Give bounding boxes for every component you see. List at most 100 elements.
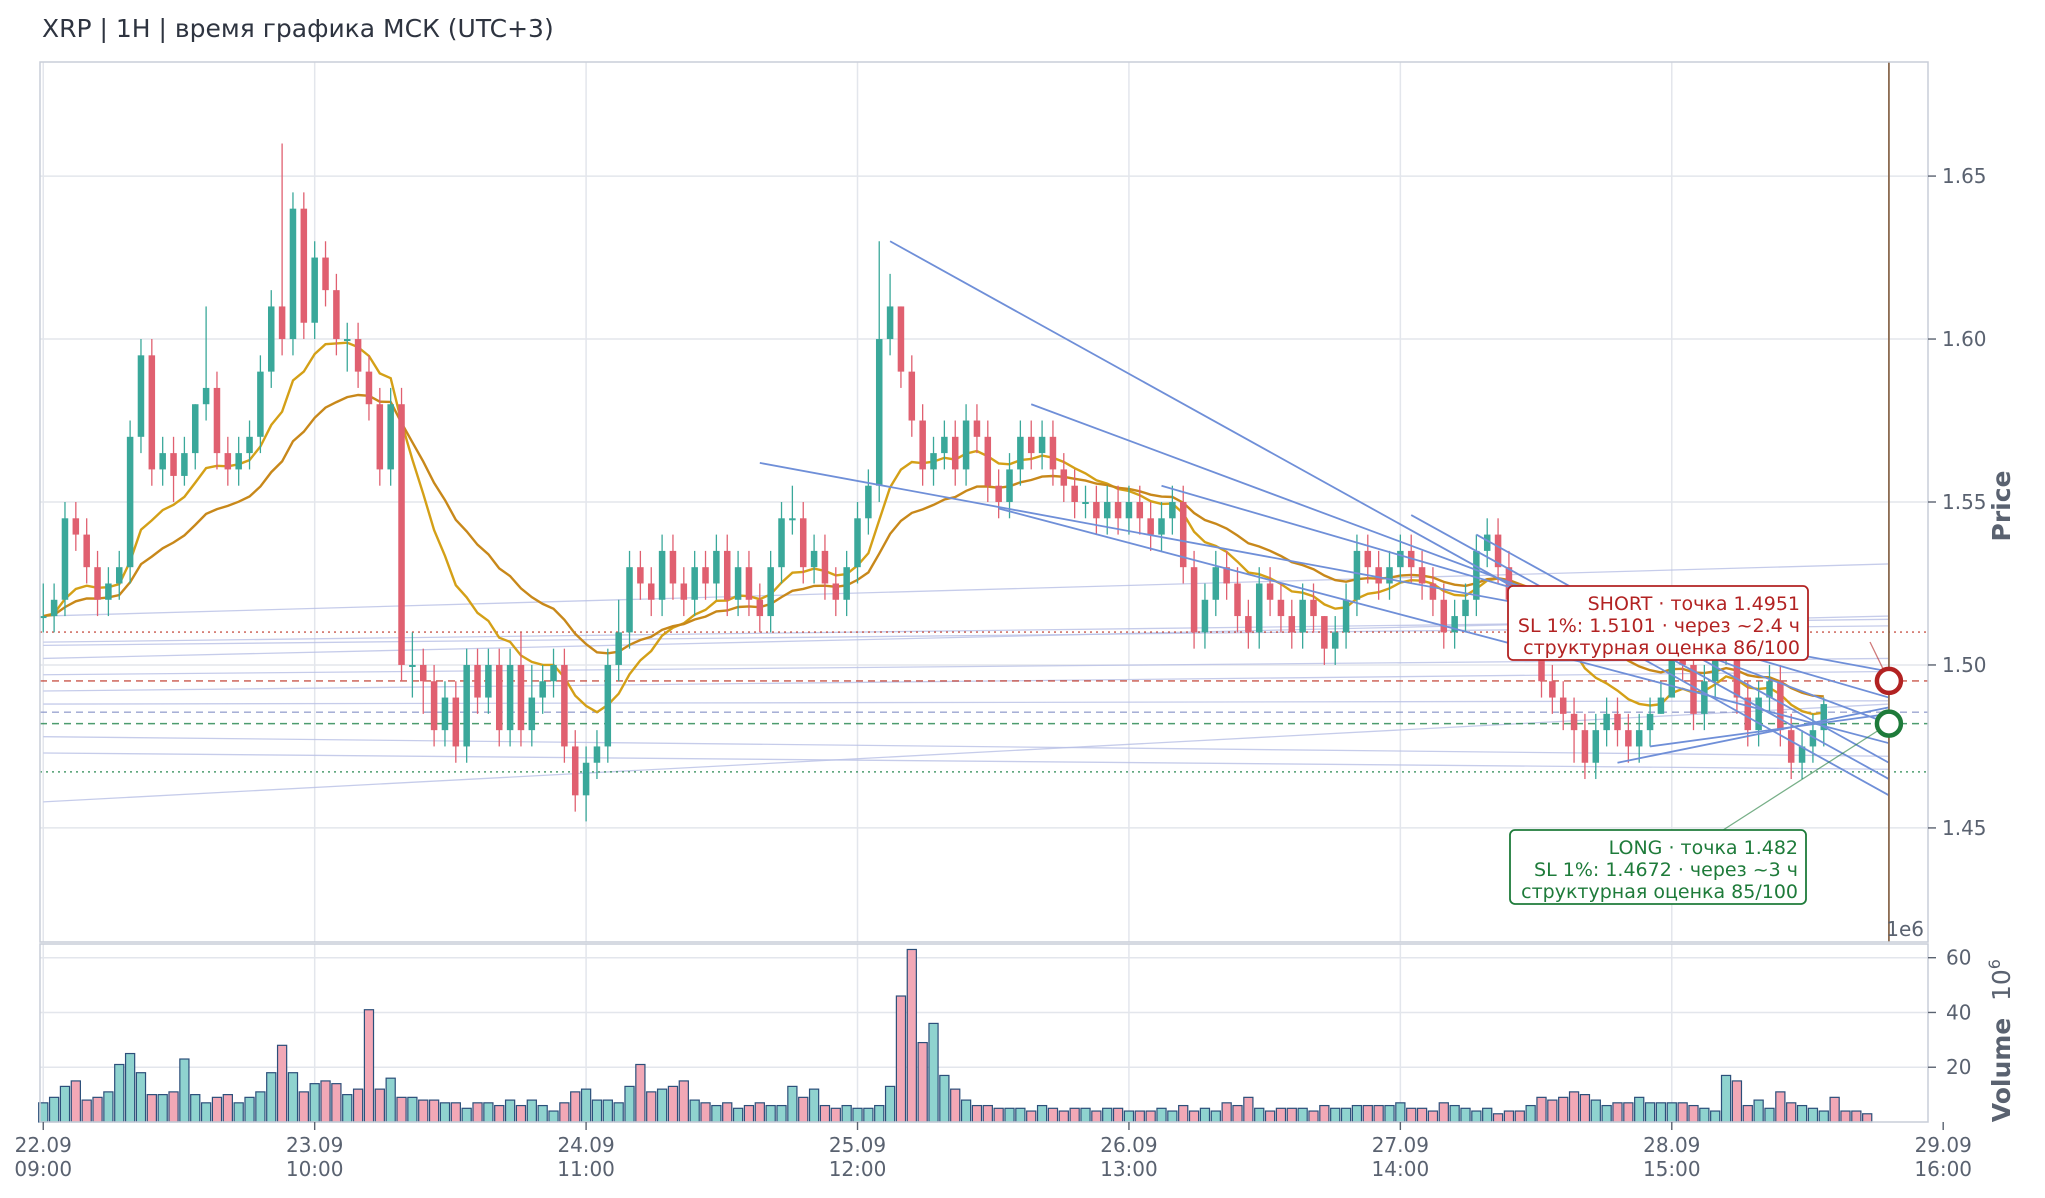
candle-body [734,567,742,600]
candle-body [1321,616,1328,649]
candle-body [235,453,242,470]
volume-bar [450,1102,461,1123]
volume-bar [1764,1107,1775,1123]
candle-body [1342,599,1350,633]
candle-body [1711,648,1719,682]
candle-body [669,550,677,584]
candle-body [419,664,427,682]
candle-body [181,453,188,476]
candles [40,143,1828,822]
volume-bar [418,1099,429,1123]
candle-body [202,387,210,405]
volume-bar [407,1096,418,1123]
candle-body [387,404,394,470]
volume-bar [917,1041,928,1123]
volume-bar [1612,1102,1623,1123]
candle-body [506,664,514,731]
volume-bar [1134,1110,1145,1123]
volume-bar [1351,1104,1363,1123]
volume-bar [613,1102,624,1123]
volume-tick-label: 60 [1946,946,1971,970]
candle-body [908,371,916,421]
candle-body [1093,502,1100,519]
volume-bar [461,1107,472,1123]
candle-body [170,453,177,476]
volume-bar [1091,1110,1102,1123]
volume-bar [1666,1102,1677,1123]
volume-bar [1112,1107,1124,1123]
candle-body [723,550,731,600]
candle-body [897,306,905,372]
volume-bar [1818,1110,1829,1123]
volume-bar [1568,1091,1580,1123]
candle-body [50,599,58,617]
candle-body [463,664,470,747]
grid [40,62,1928,1122]
volume-bar [1503,1110,1515,1123]
candle-body [615,632,622,665]
candle-body [105,583,112,600]
candle-body [1103,502,1111,519]
volume-bar [787,1085,798,1123]
candle-body [1060,469,1068,486]
volume-bar [1677,1102,1688,1123]
long-signal-line-2: SL 1%: 1.4672 · через ~3 ч [1534,859,1798,881]
candle-body [365,371,373,405]
candle-body [1386,567,1393,584]
volume-bar [1851,1110,1862,1123]
candle-body [1169,502,1176,519]
volume-bar [1297,1107,1308,1123]
candle-body [1375,567,1382,584]
volume-bar [1330,1107,1341,1123]
volume-bar [1384,1104,1395,1123]
long-entry-marker [1874,709,1904,738]
volume-bar [114,1063,125,1123]
volume-bar [960,1099,972,1123]
volume-bar [1275,1107,1287,1123]
volume-bar [982,1104,993,1123]
volume-bar [374,1088,385,1123]
candle-body [159,453,166,470]
volume-bar [1492,1113,1504,1123]
volume-bar [179,1058,190,1123]
volume-bar [428,1099,440,1123]
candle-body [1451,616,1458,633]
faint-trendline [43,752,1889,770]
candle-body [1049,436,1057,470]
trendline [1617,706,1890,764]
short-entry-marker [1874,666,1904,696]
candle-body [930,453,937,470]
candle-body [72,518,80,535]
candle-body [452,697,460,747]
candle-body [1473,550,1480,600]
volume-bar [1590,1099,1601,1123]
candle-body [550,664,557,682]
volume-bar [678,1080,689,1123]
volume-bar [244,1096,255,1123]
time-tick-time: 15:00 [1643,1157,1701,1181]
candle-body [875,339,883,486]
candle-body [1418,567,1426,584]
volume-bar [852,1107,863,1123]
volume-bar [1525,1104,1536,1123]
volume-bar [1221,1102,1232,1123]
candle-body [94,567,101,600]
candle-body [1190,567,1198,633]
volume-bar [754,1102,765,1123]
candle-body [1614,713,1621,731]
candle-body [126,436,134,568]
candle-body [1766,681,1773,698]
candle-body [919,420,926,470]
volume-bar [1199,1107,1211,1123]
candle-body [311,257,318,323]
candle-body [1288,616,1296,633]
candle-body [637,567,644,584]
long-signal-line-1: LONG · точка 1.482 [1609,837,1798,859]
candle-body [756,599,764,617]
candle-body [1125,502,1133,519]
candle-body [571,746,579,796]
volume-bar [1243,1096,1254,1123]
candle-body [865,485,872,519]
candle-body [1158,518,1165,535]
time-tick-date: 24.09 [557,1133,614,1157]
